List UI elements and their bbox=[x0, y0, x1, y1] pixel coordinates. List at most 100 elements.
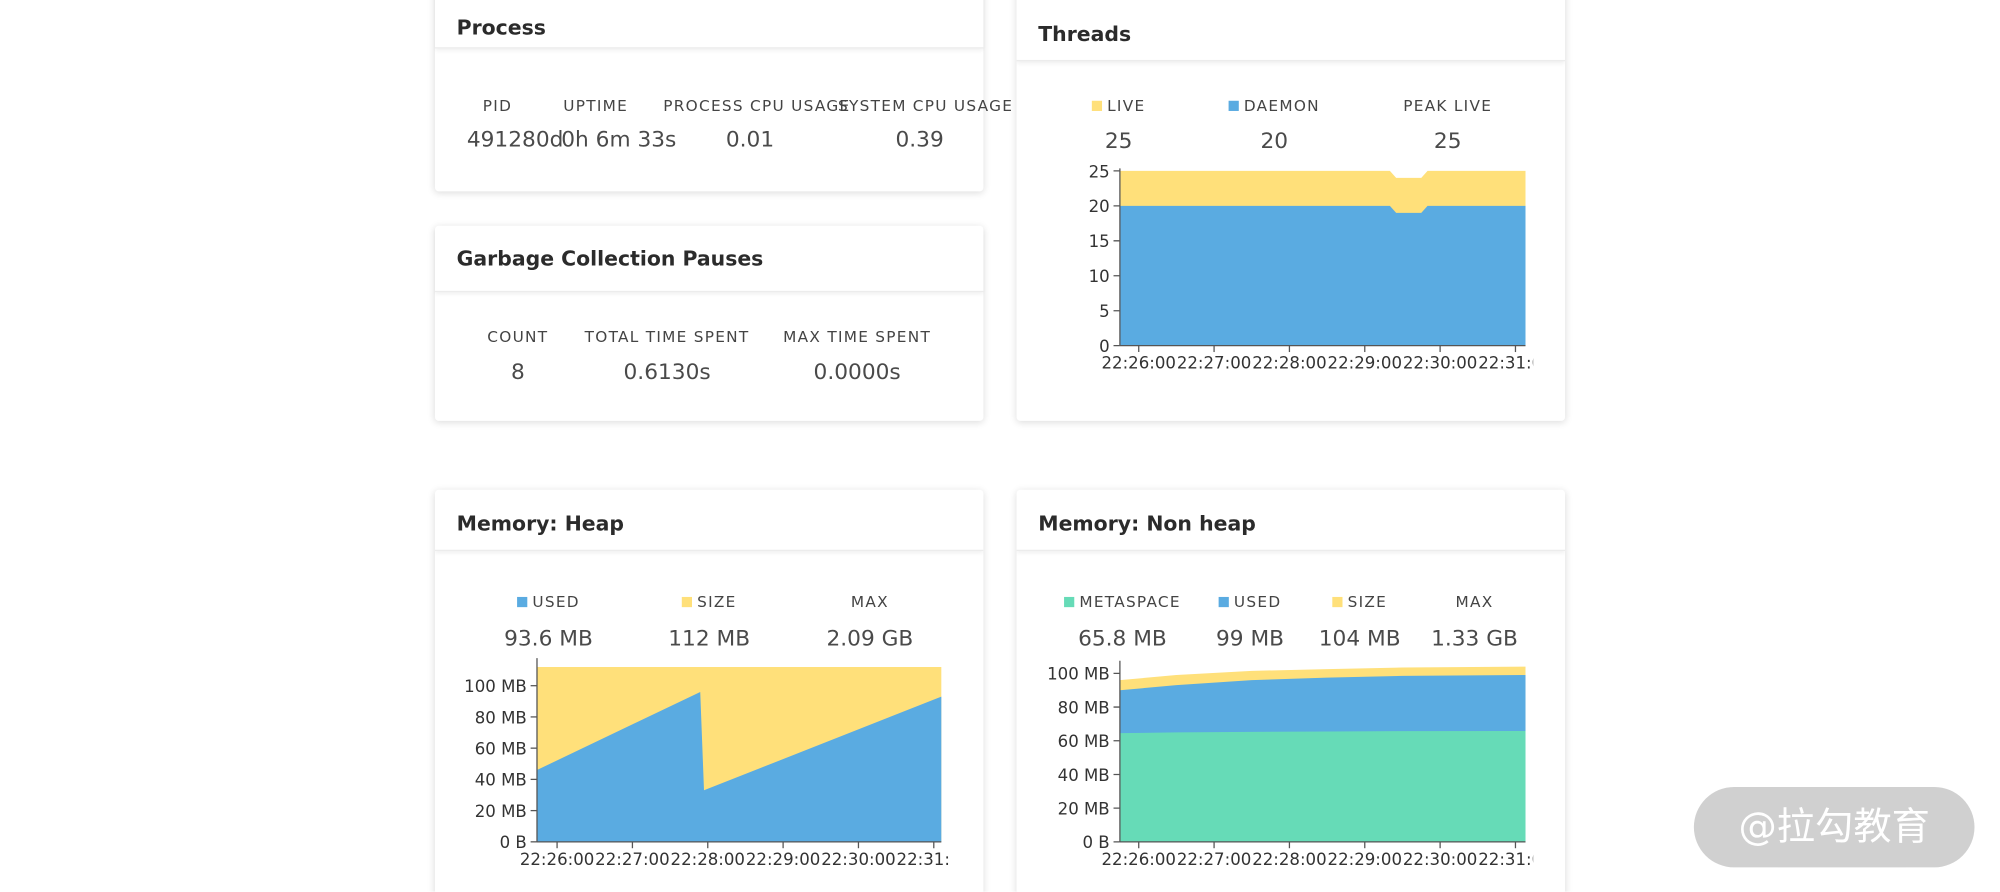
stat-value: 0.0000s bbox=[813, 359, 901, 386]
x-tick-label: 22:26:00 bbox=[1101, 354, 1175, 373]
stat-label: PID bbox=[482, 96, 513, 115]
legend-label: METASPACE bbox=[1079, 593, 1180, 611]
x-tick-label: 22:28:00 bbox=[671, 850, 745, 869]
y-tick-label: 80 MB bbox=[1058, 698, 1110, 717]
stat-value: 0h 6m 33s bbox=[561, 127, 677, 154]
panel-header: Memory: Non heap bbox=[1016, 490, 1566, 552]
stat-value: 20 bbox=[1260, 129, 1288, 154]
y-tick-label: 25 bbox=[1089, 162, 1110, 181]
area bbox=[1119, 205, 1526, 346]
stat-label: PEAK LIVE bbox=[1403, 97, 1492, 115]
legend-swatch bbox=[517, 596, 528, 608]
legend-swatch bbox=[1064, 596, 1075, 608]
legend-label: USED bbox=[1234, 593, 1281, 611]
panel-header: Garbage Collection Pauses bbox=[434, 226, 984, 293]
stat-label: SYSTEM CPU USAGE bbox=[838, 96, 1014, 115]
x-tick-label: 22:29:00 bbox=[1328, 354, 1402, 373]
area bbox=[536, 691, 942, 842]
legend-label: DAEMON bbox=[1244, 97, 1320, 115]
x-tick-label: 22:29:00 bbox=[746, 850, 820, 869]
y-tick-label: 80 MB bbox=[475, 708, 527, 727]
stat-value: 93.6 MB bbox=[504, 626, 593, 651]
area bbox=[1119, 730, 1526, 842]
stat-value: 0.01 bbox=[725, 127, 775, 154]
chart-panel: Threads 0 5 10 15 20 25 22:26:00 22:27:00 22:28:0… bbox=[1016, 0, 1566, 421]
x-tick-label: 22:27:00 bbox=[1177, 850, 1251, 869]
y-tick-label: 20 bbox=[1089, 197, 1110, 216]
x-tick-label: 22:30:00 bbox=[1403, 850, 1477, 869]
stat-value: 99 MB bbox=[1216, 626, 1284, 651]
y-tick-label: 0 bbox=[1099, 337, 1110, 356]
x-tick-label: 22:30:00 bbox=[821, 850, 895, 869]
x-tick-label: 22:26:00 bbox=[520, 850, 594, 869]
stat-value: 491280d bbox=[466, 127, 564, 154]
x-tick-label: 22:31:00 bbox=[897, 850, 971, 869]
chart-panel: Memory: Heap 0 B 20 MB 40 MB 60 MB 80 MB 100 M… bbox=[434, 489, 984, 892]
x-tick-label: 22:26:00 bbox=[1101, 850, 1175, 869]
panel-title: Process bbox=[456, 15, 546, 40]
stat-value: 2.09 GB bbox=[826, 626, 913, 651]
y-tick-label: 5 bbox=[1099, 302, 1110, 321]
stat-value: 25 bbox=[1105, 129, 1133, 154]
panel-header: Threads bbox=[1016, 0, 1566, 62]
chart-panel: Memory: Non heap 0 B 20 MB 40 MB 60 MB 80 MB 1… bbox=[1016, 489, 1566, 892]
stat-value: 104 MB bbox=[1319, 626, 1401, 651]
stat-label: UPTIME bbox=[563, 96, 629, 115]
x-tick-label: 22:30:00 bbox=[1403, 354, 1477, 373]
x-tick-label: 22:31:00 bbox=[1478, 850, 1552, 869]
y-tick-label: 15 bbox=[1089, 232, 1110, 251]
x-tick-label: 22:28:00 bbox=[1252, 354, 1326, 373]
stat-label: MAX TIME SPENT bbox=[783, 327, 932, 346]
legend-swatch bbox=[1228, 100, 1239, 111]
y-tick-label: 40 MB bbox=[1058, 766, 1110, 785]
legend-swatch bbox=[681, 596, 693, 608]
legend-label: LIVE bbox=[1107, 97, 1145, 115]
panel-title: Memory: Non heap bbox=[1038, 511, 1256, 536]
panel-title: Memory: Heap bbox=[456, 511, 625, 536]
x-tick-label: 22:27:00 bbox=[1177, 354, 1251, 373]
stat-value: 8 bbox=[510, 359, 525, 386]
stat-label: MAX bbox=[1456, 593, 1494, 611]
stat-value: 25 bbox=[1434, 129, 1462, 154]
y-tick-label: 0 B bbox=[1082, 833, 1109, 852]
stat-value: 0.6130s bbox=[623, 359, 711, 386]
y-tick-label: 40 MB bbox=[475, 771, 527, 790]
watermark: @拉勾教育 bbox=[1693, 786, 1975, 868]
chart: 0 5 10 15 20 25 22:26:00 22:27:00 22:28:00 22:29:… bbox=[1089, 97, 1552, 373]
x-tick-label: 22:28:00 bbox=[1252, 850, 1326, 869]
stat-value: 112 MB bbox=[668, 626, 750, 651]
stat-value: 1.33 GB bbox=[1431, 626, 1518, 651]
legend-label: SIZE bbox=[697, 593, 736, 611]
stat-label: COUNT bbox=[487, 327, 549, 346]
x-tick-label: 22:31:00 bbox=[1478, 354, 1552, 373]
y-tick-label: 100 MB bbox=[464, 677, 527, 696]
gc-panel: Garbage Collection Pauses COUNT TOTAL TI… bbox=[434, 225, 984, 421]
y-tick-label: 0 B bbox=[500, 833, 527, 852]
y-tick-label: 20 MB bbox=[475, 802, 527, 821]
stat-value: 65.8 MB bbox=[1078, 626, 1167, 651]
panel-header: Memory: Heap bbox=[434, 490, 984, 552]
stat-label: PROCESS CPU USAGE bbox=[663, 96, 851, 115]
y-tick-label: 100 MB bbox=[1047, 665, 1110, 684]
panel-title: Garbage Collection Pauses bbox=[456, 246, 764, 271]
y-tick-label: 60 MB bbox=[475, 740, 527, 759]
x-tick-label: 22:27:00 bbox=[595, 850, 669, 869]
legend-swatch bbox=[1332, 596, 1343, 608]
legend-swatch bbox=[1091, 100, 1103, 111]
legend-label: USED bbox=[532, 593, 579, 611]
y-tick-label: 20 MB bbox=[1058, 800, 1110, 819]
panel-title: Threads bbox=[1038, 21, 1132, 46]
process-panel: Process PID UPTIME PROCESS CPU USAGE SYS… bbox=[434, 0, 1012, 192]
y-tick-label: 10 bbox=[1089, 267, 1110, 286]
stat-label: MAX bbox=[851, 593, 889, 611]
stat-value: 0.39 bbox=[895, 127, 944, 154]
legend-swatch bbox=[1218, 596, 1229, 608]
x-tick-label: 22:29:00 bbox=[1328, 850, 1402, 869]
panel-header: Process bbox=[434, 0, 984, 49]
stat-label: TOTAL TIME SPENT bbox=[584, 327, 750, 346]
legend-label: SIZE bbox=[1348, 593, 1387, 611]
